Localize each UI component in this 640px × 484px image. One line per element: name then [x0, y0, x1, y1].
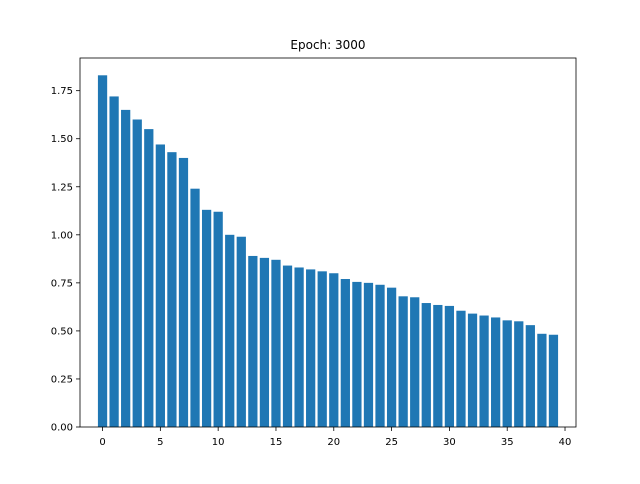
x-tick-label: 0 [99, 437, 105, 448]
x-tick-label: 25 [385, 437, 398, 448]
bar-22 [352, 281, 362, 427]
y-tick-label: 1.75 [51, 86, 73, 97]
y-tick-label: 0.00 [51, 423, 73, 434]
y-tick-label: 1.00 [51, 230, 73, 241]
bar-8 [190, 188, 200, 427]
x-tick-label: 5 [157, 437, 163, 448]
bar-37 [525, 325, 535, 427]
bar-29 [433, 304, 443, 427]
bar-27 [410, 297, 420, 427]
y-tick-label: 0.50 [51, 326, 73, 337]
chart-title: Epoch: 3000 [290, 38, 365, 52]
bar-11 [225, 234, 235, 427]
y-tick-label: 0.25 [51, 374, 73, 385]
bar-17 [294, 267, 304, 427]
bars-group [97, 75, 559, 428]
bar-24 [375, 284, 385, 427]
bar-9 [201, 209, 212, 427]
x-axis-ticks: 0 5 10 15 20 25 30 35 40 [99, 427, 571, 448]
bar-14 [259, 257, 270, 428]
bar-2 [121, 109, 131, 427]
bar-32 [467, 313, 478, 427]
bar-12 [236, 236, 246, 427]
bar-19 [317, 271, 327, 427]
bar-0 [97, 75, 108, 428]
x-tick-label: 35 [501, 437, 514, 448]
bar-13 [248, 255, 258, 427]
bar-25 [386, 287, 397, 427]
bar-30 [444, 305, 455, 427]
y-tick-label: 1.50 [51, 134, 73, 145]
bar-39 [548, 334, 559, 427]
bar-3 [132, 119, 142, 427]
y-axis-ticks: 0.00 0.25 0.50 0.75 1.00 1.25 1.50 1.75 [51, 86, 80, 434]
bar-38 [537, 333, 547, 427]
bar-5 [155, 144, 165, 428]
bar-26 [398, 296, 408, 427]
bar-36 [514, 321, 524, 427]
y-tick-label: 0.75 [51, 278, 73, 289]
bar-28 [421, 303, 431, 427]
bar-21 [340, 279, 350, 427]
y-tick-label: 1.25 [51, 182, 73, 193]
x-tick-label: 40 [559, 437, 572, 448]
bar-16 [282, 265, 293, 427]
bar-23 [363, 282, 374, 427]
x-tick-label: 15 [270, 437, 283, 448]
bar-10 [213, 211, 223, 427]
bar-20 [329, 273, 339, 427]
bar-35 [502, 320, 512, 427]
x-tick-label: 10 [212, 437, 225, 448]
bar-1 [109, 96, 119, 427]
x-tick-label: 30 [443, 437, 456, 448]
bar-15 [271, 259, 281, 427]
bar-6 [167, 152, 177, 428]
bar-18 [306, 269, 316, 427]
axes-frame [79, 57, 577, 428]
x-tick-label: 20 [327, 437, 340, 448]
bar-34 [491, 317, 501, 427]
bar-33 [479, 315, 489, 427]
bar-7 [178, 157, 189, 427]
bar-31 [456, 310, 466, 427]
bar-4 [144, 129, 154, 428]
